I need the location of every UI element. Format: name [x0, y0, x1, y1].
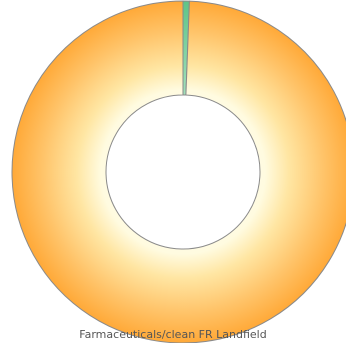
chart-legend: Farmaceuticals/clean FR Landfield: [79, 328, 267, 341]
donut-slices: [11, 0, 346, 343]
donut-slice-2[interactable]: [11, 0, 346, 343]
